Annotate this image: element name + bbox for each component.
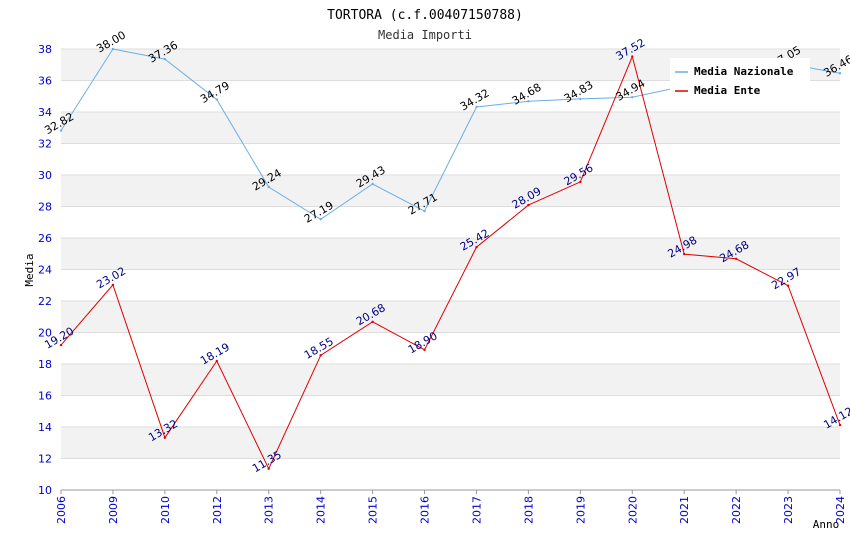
x-tick-label: 2023 <box>782 496 795 524</box>
band-12-14 <box>61 427 840 459</box>
x-tick-label: 2010 <box>159 496 172 524</box>
x-tick-label: 2021 <box>678 496 691 524</box>
chart-subtitle: Media Importi <box>378 28 472 42</box>
x-tick-label: 2006 <box>55 496 68 524</box>
data-point-media-ente <box>423 348 426 352</box>
band-16-18 <box>61 364 840 396</box>
x-tick-label: 2012 <box>211 496 224 524</box>
x-tick-label: 2015 <box>367 496 380 524</box>
legend-label-media-nazionale: Media Nazionale <box>694 65 794 78</box>
x-tick-label: 2009 <box>107 496 120 524</box>
data-point-media-nazionale <box>163 57 167 61</box>
y-tick-label: 18 <box>38 358 52 371</box>
y-tick-label: 34 <box>38 106 52 119</box>
data-point-media-ente <box>786 284 790 287</box>
data-point-media-ente <box>683 252 686 256</box>
band-32-34 <box>61 112 840 144</box>
data-point-media-nazionale <box>267 185 270 189</box>
band-28-30 <box>61 175 840 207</box>
y-tick-label: 30 <box>38 169 52 182</box>
band-18-20 <box>61 332 840 364</box>
band-24-26 <box>61 238 840 270</box>
data-point-media-ente <box>475 245 478 249</box>
band-26-28 <box>61 206 840 238</box>
legend: Media Nazionale Media Ente <box>670 58 810 104</box>
series-line-media-ente <box>60 55 841 470</box>
band-14-16 <box>61 395 840 427</box>
data-point-media-ente <box>163 436 167 439</box>
x-axis-label: Anno <box>813 518 840 531</box>
legend-label-media-ente: Media Ente <box>694 84 761 97</box>
y-tick-label: 14 <box>38 421 52 434</box>
x-tick-label: 2017 <box>470 496 483 524</box>
y-tick-label: 32 <box>38 138 52 151</box>
data-point-media-nazionale <box>59 129 63 132</box>
data-point-media-ente <box>319 354 322 357</box>
x-tick-label: 2019 <box>574 496 587 524</box>
band-22-24 <box>61 269 840 301</box>
x-axis-ticks: 2006 2009 2010 2012 2013 2014 2015 2016 2017 2018… <box>55 490 847 524</box>
x-tick-label: 2014 <box>315 496 328 524</box>
data-point-media-ente <box>734 257 738 260</box>
series-group <box>59 47 842 470</box>
x-tick-label: 2022 <box>730 496 743 524</box>
y-tick-label: 16 <box>38 390 52 403</box>
data-point-media-nazionale <box>527 100 530 103</box>
data-point-media-nazionale <box>475 105 478 109</box>
data-point-media-ente <box>371 320 374 323</box>
y-tick-label: 22 <box>38 295 52 308</box>
data-point-media-ente <box>631 55 634 58</box>
x-tick-label: 2018 <box>522 496 535 524</box>
x-tick-label: 2020 <box>626 496 639 524</box>
data-point-media-nazionale <box>631 95 634 99</box>
y-tick-label: 38 <box>38 43 52 56</box>
y-tick-label: 24 <box>38 264 52 277</box>
y-tick-label: 20 <box>38 327 52 340</box>
band-20-22 <box>61 301 840 333</box>
data-point-media-ente <box>111 283 115 287</box>
background-bands <box>61 48 840 491</box>
data-point-media-nazionale <box>215 98 218 101</box>
chart-title: TORTORA (c.f.00407150788) <box>327 8 523 23</box>
data-point-media-ente <box>527 203 530 207</box>
data-point-media-ente <box>838 423 842 427</box>
y-axis-ticks: 10 12 14 16 18 20 22 24 26 28 30 32 34 36 38 <box>38 43 52 497</box>
data-point-media-nazionale <box>319 218 322 221</box>
data-point-media-nazionale <box>423 209 426 213</box>
y-tick-label: 12 <box>38 453 52 466</box>
data-point-media-ente <box>59 343 63 347</box>
band-10-12 <box>61 458 840 490</box>
y-tick-label: 26 <box>38 232 52 245</box>
data-point-media-nazionale <box>111 47 115 51</box>
data-point-media-ente <box>267 467 270 470</box>
y-tick-label: 10 <box>38 484 52 497</box>
legend-box <box>670 58 810 104</box>
data-point-media-nazionale <box>838 72 842 75</box>
x-tick-label: 2024 <box>834 496 847 524</box>
data-point-media-ente <box>579 180 582 184</box>
data-point-media-nazionale <box>579 97 582 101</box>
y-tick-label: 36 <box>38 75 52 88</box>
data-point-media-nazionale <box>371 182 374 186</box>
y-tick-label: 28 <box>38 201 52 214</box>
x-tick-label: 2013 <box>263 496 276 524</box>
y-axis-label: Media <box>23 253 36 286</box>
series-line-media-nazionale <box>60 48 841 220</box>
data-point-media-ente <box>215 359 218 363</box>
x-tick-label: 2016 <box>419 496 432 524</box>
